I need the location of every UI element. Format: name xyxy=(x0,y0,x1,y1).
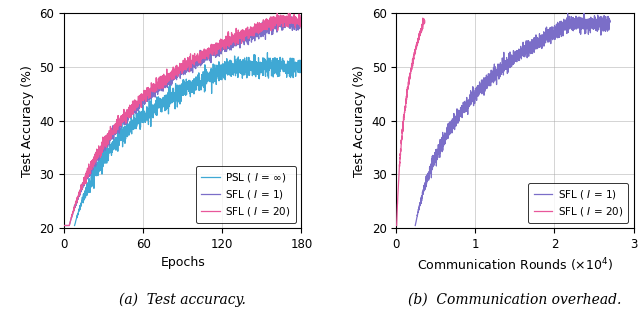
SFL ( $I$ = 1) xyxy=(222,43,230,47)
SFL ( $I$ = 20) xyxy=(157,86,164,90)
SFL ( $I$ = 1) xyxy=(412,224,419,228)
SFL ( $I$ = 1) xyxy=(520,45,527,49)
SFL ( $I$ = 1) xyxy=(578,27,586,31)
SFL ( $I$ = 1) xyxy=(60,224,68,228)
PSL ( $I$ = $\infty$) xyxy=(111,140,118,144)
PSL ( $I$ = $\infty$) xyxy=(74,212,81,216)
SFL ( $I$ = 20) xyxy=(74,198,81,201)
SFL ( $I$ = 1) xyxy=(585,21,593,25)
SFL ( $I$ = 20) xyxy=(421,19,429,23)
SFL ( $I$ = 1) xyxy=(149,95,157,99)
Y-axis label: Test Accuracy (%): Test Accuracy (%) xyxy=(21,65,34,177)
Line: PSL ( $I$ = $\infty$): PSL ( $I$ = $\infty$) xyxy=(74,53,301,226)
X-axis label: Communication Rounds ($\times 10^4$): Communication Rounds ($\times 10^4$) xyxy=(417,257,613,274)
PSL ( $I$ = $\infty$) xyxy=(158,101,166,105)
Line: SFL ( $I$ = 20): SFL ( $I$ = 20) xyxy=(397,18,425,226)
SFL ( $I$ = 1) xyxy=(487,80,495,83)
PSL ( $I$ = $\infty$) xyxy=(298,69,305,73)
Y-axis label: Test Accuracy (%): Test Accuracy (%) xyxy=(353,65,366,177)
SFL ( $I$ = 1) xyxy=(580,11,588,15)
SFL ( $I$ = 20) xyxy=(298,16,305,20)
SFL ( $I$ = 1) xyxy=(74,197,81,201)
Line: SFL ( $I$ = 20): SFL ( $I$ = 20) xyxy=(64,13,301,226)
SFL ( $I$ = 20) xyxy=(401,105,409,109)
SFL ( $I$ = 20) xyxy=(222,34,230,38)
SFL ( $I$ = 1) xyxy=(415,205,423,209)
SFL ( $I$ = 20) xyxy=(158,84,166,88)
Legend: SFL ( $I$ = 1), SFL ( $I$ = 20): SFL ( $I$ = 1), SFL ( $I$ = 20) xyxy=(529,183,628,223)
SFL ( $I$ = 20) xyxy=(393,224,401,228)
SFL ( $I$ = 1) xyxy=(157,80,164,84)
SFL ( $I$ = 20) xyxy=(419,16,427,20)
Line: SFL ( $I$ = 1): SFL ( $I$ = 1) xyxy=(64,14,301,226)
SFL ( $I$ = 20) xyxy=(273,11,281,15)
SFL ( $I$ = 20) xyxy=(419,22,427,26)
PSL ( $I$ = $\infty$) xyxy=(149,112,157,116)
SFL ( $I$ = 1) xyxy=(570,24,577,28)
Text: (b)  Communication overhead.: (b) Communication overhead. xyxy=(408,293,621,307)
SFL ( $I$ = 20) xyxy=(402,97,410,101)
SFL ( $I$ = 1) xyxy=(285,12,292,16)
SFL ( $I$ = 20) xyxy=(403,94,410,98)
SFL ( $I$ = 1) xyxy=(298,19,305,23)
SFL ( $I$ = 1) xyxy=(158,81,166,84)
Line: SFL ( $I$ = 1): SFL ( $I$ = 1) xyxy=(415,13,610,226)
SFL ( $I$ = 20) xyxy=(111,127,118,131)
PSL ( $I$ = $\infty$) xyxy=(222,66,230,70)
SFL ( $I$ = 20) xyxy=(396,157,404,161)
Legend: PSL ( $I$ = $\infty$), SFL ( $I$ = 1), SFL ( $I$ = 20): PSL ( $I$ = $\infty$), SFL ( $I$ = 1), S… xyxy=(196,166,296,223)
SFL ( $I$ = 20) xyxy=(149,85,157,89)
Text: (a)  Test accuracy.: (a) Test accuracy. xyxy=(119,293,246,307)
SFL ( $I$ = 20) xyxy=(60,224,68,228)
SFL ( $I$ = 1) xyxy=(606,19,614,23)
SFL ( $I$ = 20) xyxy=(405,82,413,86)
PSL ( $I$ = $\infty$) xyxy=(157,97,164,101)
SFL ( $I$ = 1) xyxy=(111,127,118,131)
X-axis label: Epochs: Epochs xyxy=(160,257,205,270)
